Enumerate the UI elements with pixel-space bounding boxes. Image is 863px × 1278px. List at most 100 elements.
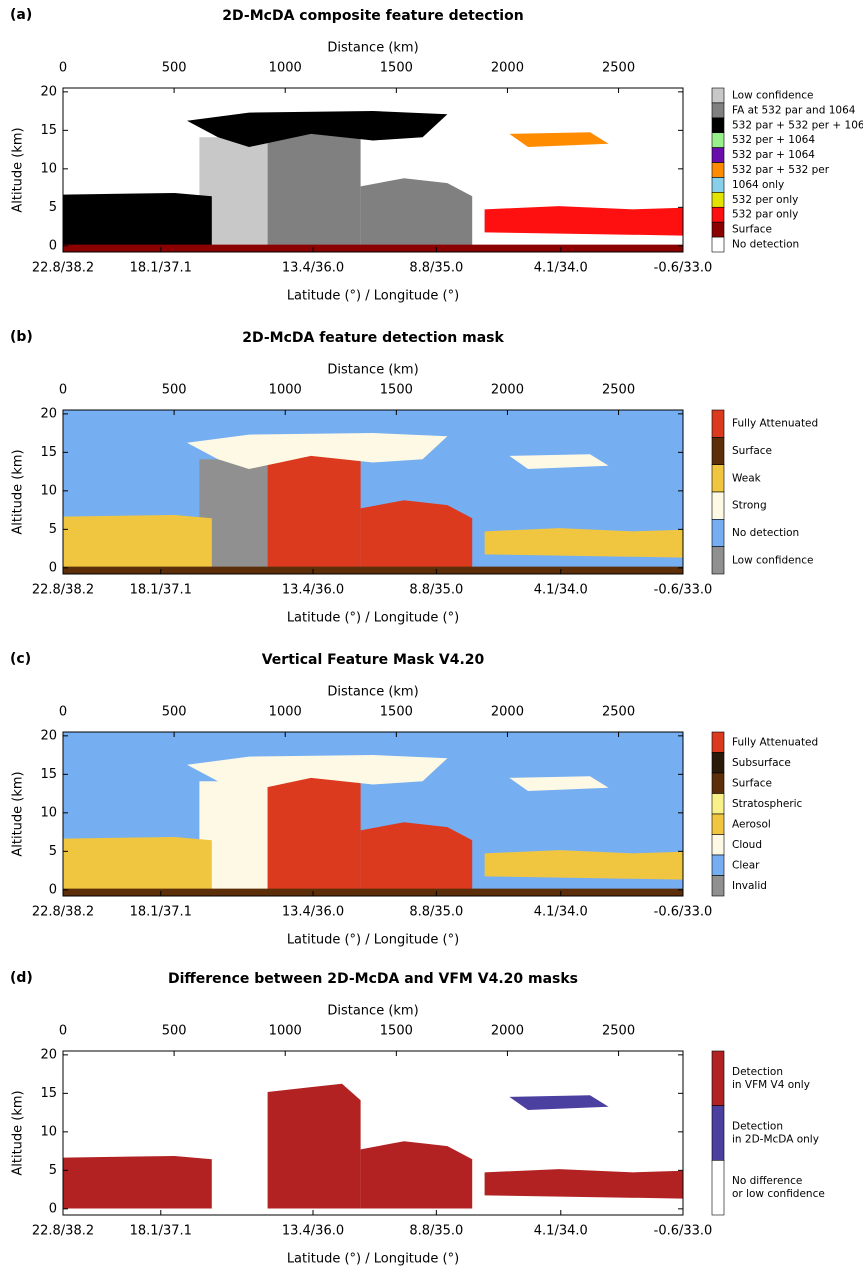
x-top-label: Distance (km) [327, 41, 418, 56]
y-tick-label: 15 [40, 123, 57, 138]
x-bottom-label: Latitude (°) / Longitude (°) [287, 611, 459, 626]
panel-label: (d) [10, 970, 33, 986]
x-tick-label: 0 [59, 61, 67, 76]
x-tick-label: 500 [162, 383, 187, 398]
x-tick-label: 500 [162, 1024, 187, 1039]
legend-swatch [711, 409, 725, 438]
x-tick-label: 1500 [380, 61, 413, 76]
x-tick-label: 2500 [602, 61, 635, 76]
x-top-label: Distance (km) [327, 1004, 418, 1019]
x-bottom-tick-label: 4.1/34.0 [534, 261, 588, 276]
legend-swatch [711, 102, 725, 119]
legend-swatch [711, 177, 725, 193]
x-bottom-label: Latitude (°) / Longitude (°) [287, 289, 459, 304]
x-tick-label: 0 [59, 705, 67, 720]
legend-swatch [711, 813, 725, 835]
feature-region [267, 764, 361, 890]
legend-swatch [711, 87, 725, 104]
feature-region [484, 1169, 683, 1199]
legend-label: 532 par + 532 per + 1064 [732, 119, 863, 131]
feature-region [199, 781, 268, 890]
y-tick-label: 0 [49, 882, 57, 897]
y-tick-label: 5 [49, 844, 57, 859]
x-bottom-tick-label: 13.4/36.0 [282, 261, 344, 276]
x-bottom-tick-label: 13.4/36.0 [282, 905, 344, 920]
panel-label: (c) [10, 651, 31, 667]
feature-region [509, 776, 609, 792]
legend-swatch [711, 437, 725, 465]
feature-region [509, 454, 609, 470]
legend-label: Low confidence [732, 554, 814, 566]
legend-label: No detection [732, 239, 799, 251]
x-tick-label: 2000 [491, 705, 524, 720]
legend-label: 532 par + 532 per [732, 164, 830, 176]
y-tick-label: 20 [40, 1047, 57, 1062]
x-tick-label: 1000 [269, 705, 302, 720]
legend-label: or low confidence [732, 1188, 825, 1200]
legend-swatch [711, 772, 725, 794]
feature-region [63, 1155, 212, 1209]
panel-label: (b) [10, 329, 33, 345]
y-tick-label: 10 [40, 1124, 57, 1139]
legend-label: Invalid [732, 880, 767, 892]
x-bottom-tick-label: 18.1/37.1 [130, 583, 192, 598]
x-tick-label: 1500 [380, 1024, 413, 1039]
legend-swatch [711, 793, 725, 815]
x-tick-label: 2500 [602, 1024, 635, 1039]
x-bottom-tick-label: 4.1/34.0 [534, 1224, 588, 1239]
legend-swatch [711, 464, 725, 493]
feature-region [267, 1083, 361, 1209]
feature-region [509, 1095, 609, 1111]
legend-label: Surface [732, 777, 772, 789]
panel-label: (a) [10, 7, 32, 23]
feature-region [63, 514, 212, 568]
legend-swatch [711, 192, 725, 208]
x-tick-label: 1500 [380, 705, 413, 720]
legend-label: Subsurface [732, 757, 791, 769]
x-bottom-tick-label: -0.6/33.0 [654, 261, 713, 276]
legend-label: Strong [732, 500, 767, 512]
x-bottom-tick-label: 18.1/37.1 [130, 1224, 192, 1239]
feature-region [63, 888, 683, 896]
x-tick-label: 0 [59, 383, 67, 398]
chart-title: Difference between 2D-McDA and VFM V4.20… [168, 971, 578, 987]
y-label: Altitude (km) [11, 449, 26, 534]
y-tick-label: 0 [49, 560, 57, 575]
x-bottom-tick-label: 22.8/38.2 [32, 905, 94, 920]
feature-region [360, 178, 473, 246]
x-tick-label: 2000 [491, 1024, 524, 1039]
x-bottom-label: Latitude (°) / Longitude (°) [287, 933, 459, 948]
x-tick-label: 2000 [491, 383, 524, 398]
chart-title: Vertical Feature Mask V4.20 [262, 652, 485, 668]
feature-region [63, 192, 212, 246]
y-tick-label: 15 [40, 1086, 57, 1101]
feature-region [199, 137, 268, 246]
legend-swatch [711, 1105, 725, 1161]
x-tick-label: 1000 [269, 61, 302, 76]
x-tick-label: 2000 [491, 61, 524, 76]
legend-swatch [711, 162, 725, 178]
feature-region [267, 120, 361, 246]
y-tick-label: 5 [49, 200, 57, 215]
feature-region [63, 244, 683, 252]
x-bottom-tick-label: 22.8/38.2 [32, 583, 94, 598]
x-tick-label: 500 [162, 61, 187, 76]
legend-swatch [711, 519, 725, 547]
y-label: Altitude (km) [11, 127, 26, 212]
legend-label: No difference [732, 1175, 802, 1187]
x-top-label: Distance (km) [327, 685, 418, 700]
legend-label: in VFM V4 only [732, 1079, 810, 1091]
legend-label: Detection [732, 1121, 783, 1133]
feature-region [199, 459, 268, 568]
feature-region [187, 110, 448, 148]
y-label: Altitude (km) [11, 1090, 26, 1175]
x-bottom-tick-label: 4.1/34.0 [534, 905, 588, 920]
x-bottom-tick-label: 22.8/38.2 [32, 261, 94, 276]
y-tick-label: 10 [40, 805, 57, 820]
x-bottom-tick-label: 18.1/37.1 [130, 261, 192, 276]
x-tick-label: 0 [59, 1024, 67, 1039]
x-bottom-label: Latitude (°) / Longitude (°) [287, 1252, 459, 1267]
legend-label: Surface [732, 224, 772, 236]
legend-swatch [711, 854, 725, 876]
y-tick-label: 20 [40, 728, 57, 743]
